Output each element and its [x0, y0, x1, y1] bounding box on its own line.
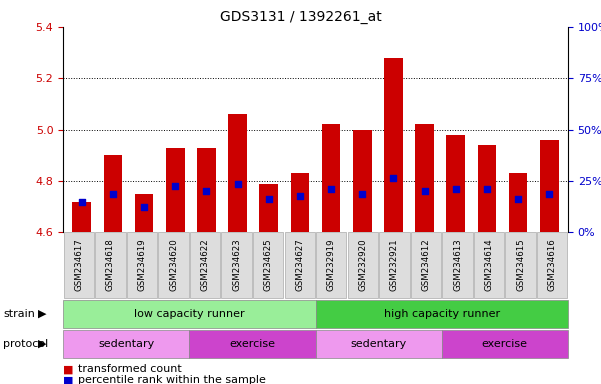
Bar — [135, 194, 153, 232]
Text: low capacity runner: low capacity runner — [134, 309, 245, 319]
Bar — [384, 58, 403, 232]
Bar — [447, 135, 465, 232]
Text: ▶: ▶ — [38, 309, 46, 319]
Text: ▶: ▶ — [38, 339, 46, 349]
Text: sedentary: sedentary — [98, 339, 154, 349]
Text: GSM232919: GSM232919 — [327, 239, 336, 291]
Point — [358, 191, 367, 197]
Point — [171, 183, 180, 189]
Point — [264, 196, 273, 202]
Text: GSM234618: GSM234618 — [106, 238, 115, 291]
Bar — [353, 129, 371, 232]
Bar — [415, 124, 434, 232]
Point — [108, 191, 118, 197]
Bar — [103, 155, 123, 232]
Text: GSM234627: GSM234627 — [295, 238, 304, 291]
Bar — [508, 173, 528, 232]
Text: GDS3131 / 1392261_at: GDS3131 / 1392261_at — [219, 10, 382, 23]
Point — [202, 188, 212, 194]
Point — [389, 175, 398, 182]
Text: strain: strain — [3, 309, 35, 319]
Bar — [228, 114, 247, 232]
Text: GSM234623: GSM234623 — [232, 238, 241, 291]
Bar — [197, 147, 216, 232]
Point — [482, 185, 492, 192]
Point — [77, 199, 87, 205]
Point — [233, 180, 242, 187]
Text: ■: ■ — [63, 364, 73, 374]
Point — [295, 193, 305, 199]
Text: GSM234622: GSM234622 — [201, 238, 210, 291]
Bar — [291, 173, 310, 232]
Bar — [73, 202, 91, 232]
Text: GSM232920: GSM232920 — [358, 238, 367, 291]
Text: exercise: exercise — [482, 339, 528, 349]
Point — [513, 196, 523, 202]
Point — [451, 185, 460, 192]
Text: ■: ■ — [63, 375, 73, 384]
Text: transformed count: transformed count — [78, 364, 182, 374]
Bar — [260, 184, 278, 232]
Bar — [540, 140, 558, 232]
Text: GSM234620: GSM234620 — [169, 238, 178, 291]
Bar — [478, 145, 496, 232]
Text: high capacity runner: high capacity runner — [383, 309, 500, 319]
Bar — [166, 147, 185, 232]
Text: GSM234615: GSM234615 — [516, 238, 525, 291]
Text: percentile rank within the sample: percentile rank within the sample — [78, 375, 266, 384]
Text: GSM234614: GSM234614 — [484, 238, 493, 291]
Point — [326, 185, 336, 192]
Text: GSM232921: GSM232921 — [390, 238, 399, 291]
Text: protocol: protocol — [3, 339, 48, 349]
Text: GSM234613: GSM234613 — [453, 238, 462, 291]
Point — [545, 191, 554, 197]
Bar — [322, 124, 340, 232]
Text: GSM234619: GSM234619 — [138, 238, 147, 291]
Point — [139, 204, 149, 210]
Text: GSM234612: GSM234612 — [421, 238, 430, 291]
Text: sedentary: sedentary — [350, 339, 407, 349]
Point — [419, 188, 429, 194]
Text: GSM234616: GSM234616 — [548, 238, 557, 291]
Text: exercise: exercise — [230, 339, 275, 349]
Text: GSM234625: GSM234625 — [264, 238, 273, 291]
Text: GSM234617: GSM234617 — [75, 238, 84, 291]
